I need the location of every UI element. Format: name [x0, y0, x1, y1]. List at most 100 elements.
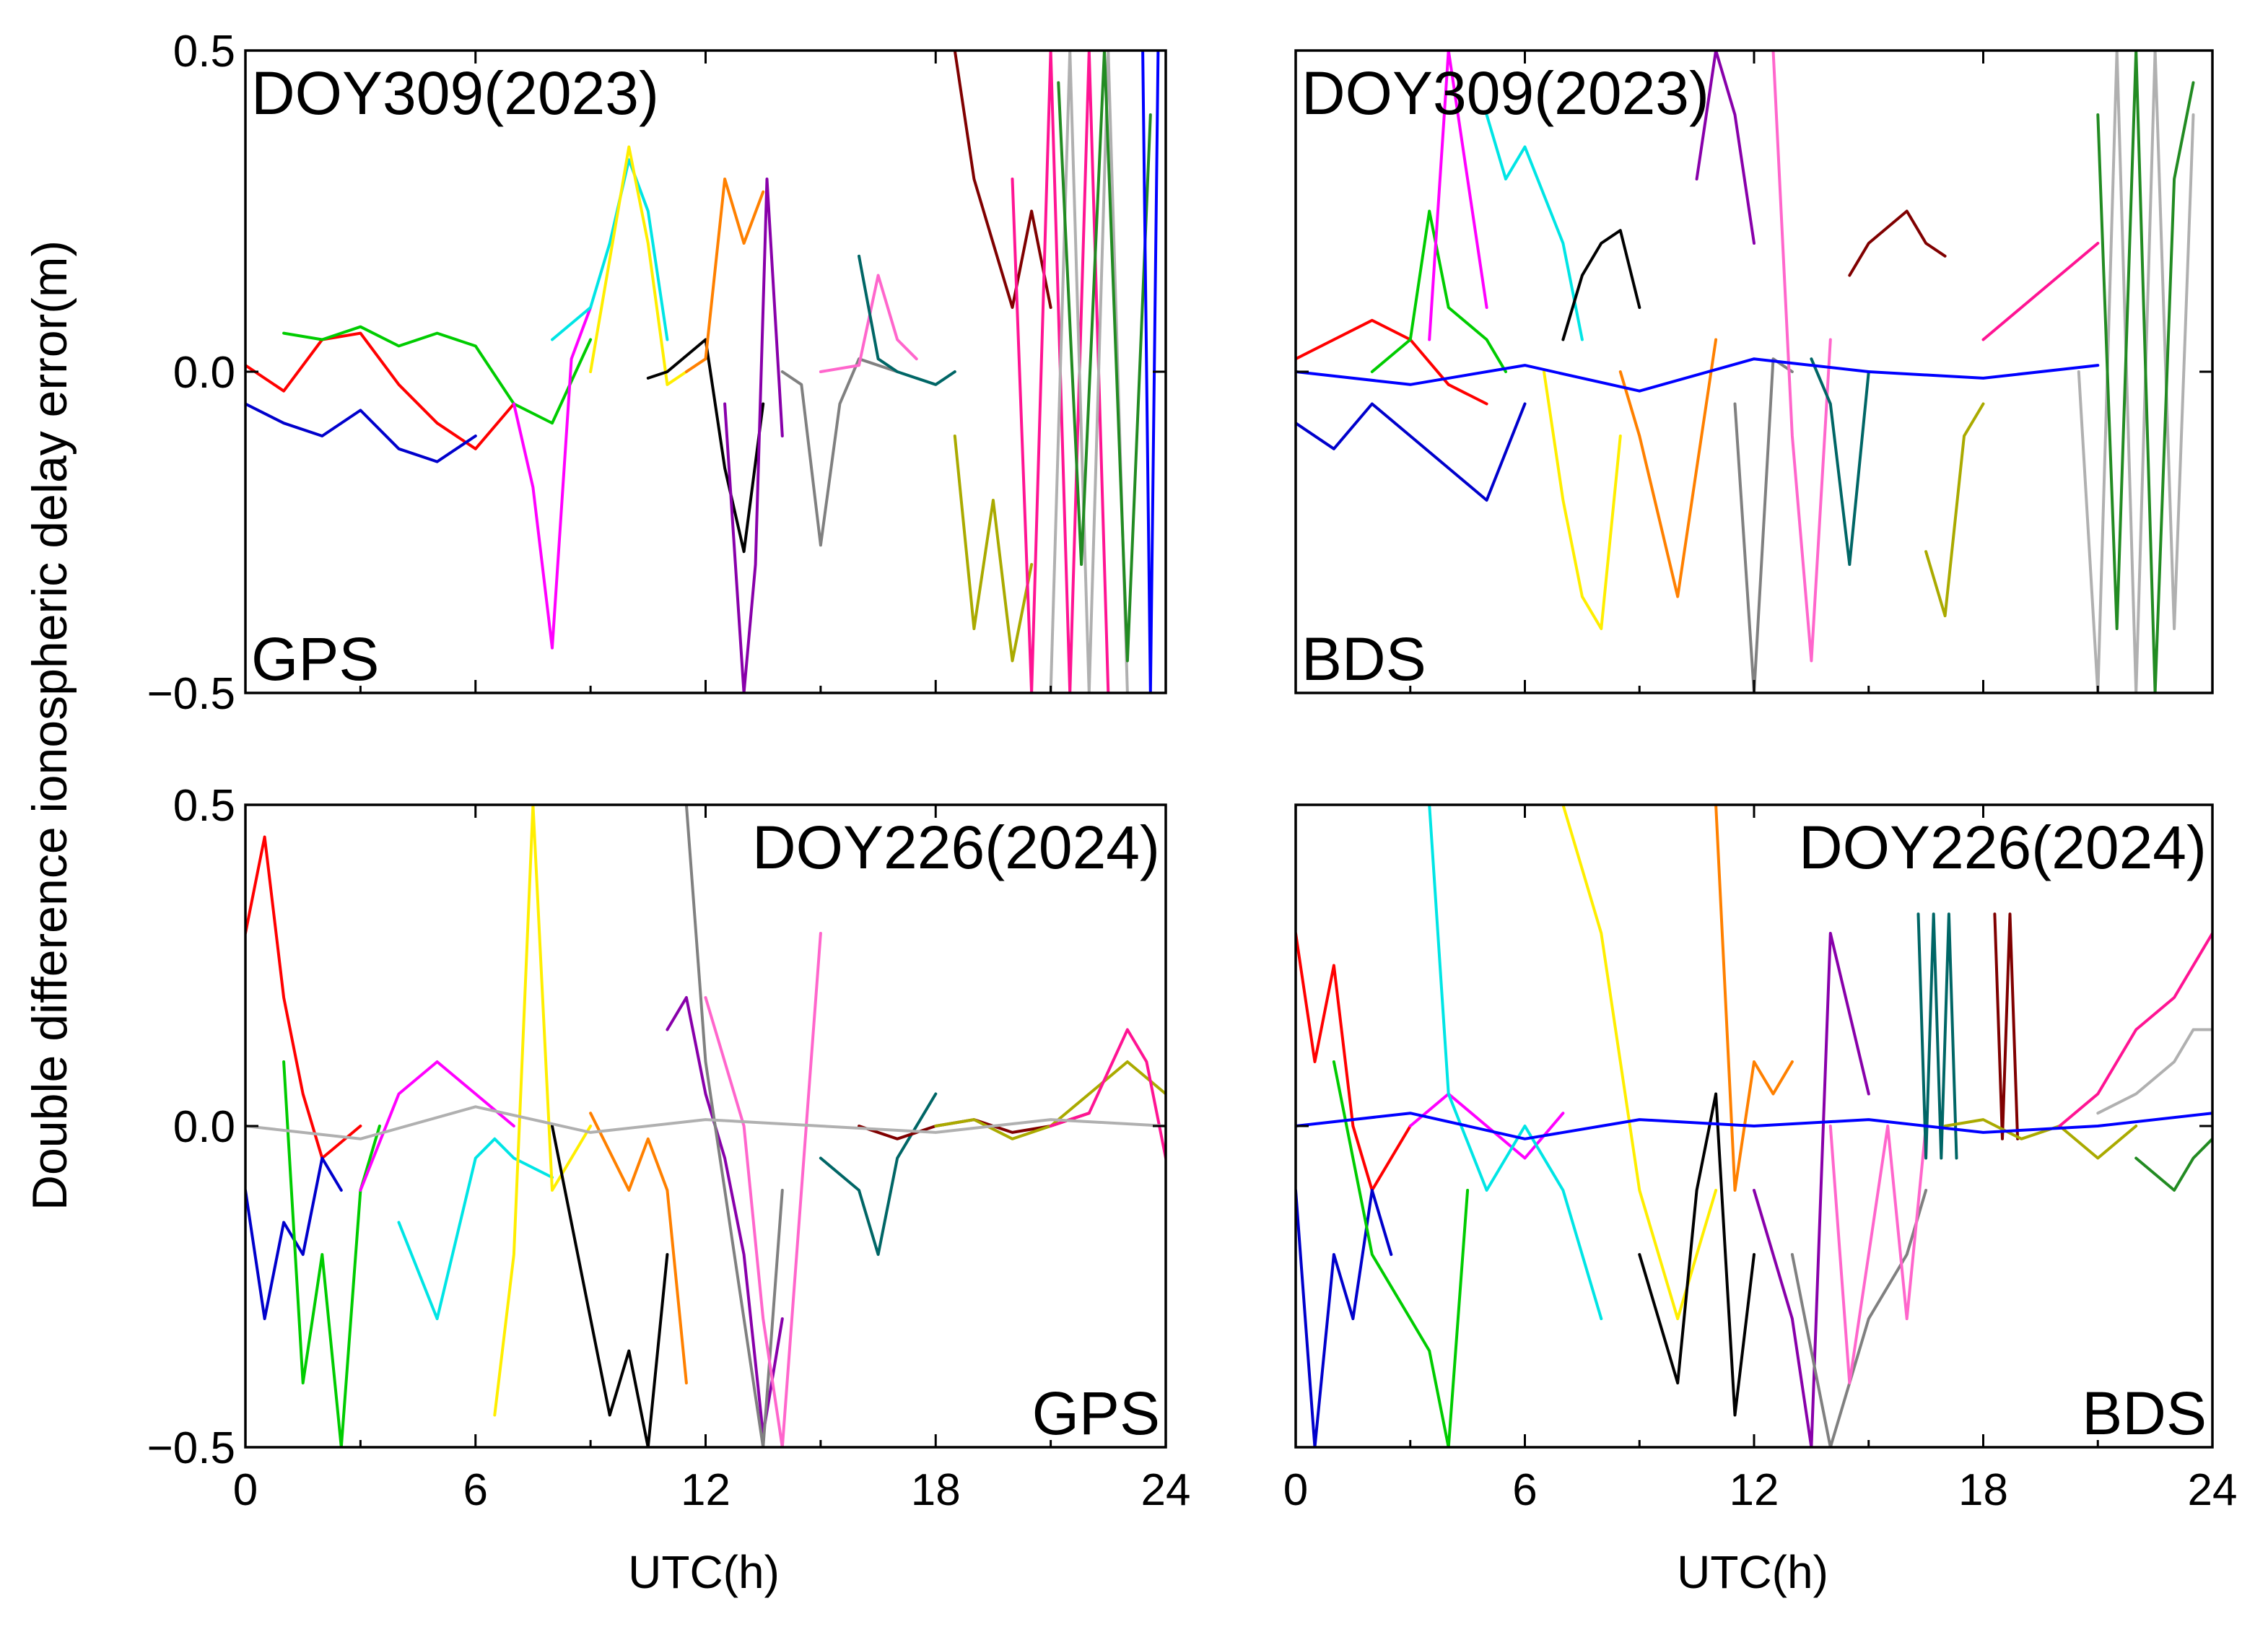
system-label: GPS: [1032, 1379, 1160, 1447]
panels: 0.5 0.0 −0.5 DOY309(2023) GPS DOY309(2023) BDS…: [147, 27, 2238, 1515]
series-line-6: [493, 805, 593, 1417]
x-tick-label: 18: [1958, 1465, 2008, 1515]
series-line-17: [2134, 1137, 2212, 1192]
x-tick-label: 0: [1283, 1465, 1308, 1515]
series-line-13: [1993, 912, 2020, 1140]
series-line-8: [1618, 338, 1718, 598]
series-line-8: [1714, 805, 1794, 1192]
series-line-15: [1981, 242, 2100, 341]
y-axis-label: Double difference ionospheric delay erro…: [22, 240, 77, 1210]
series-line-4: [1408, 1092, 1565, 1160]
series-line-10: [780, 357, 899, 547]
series-line-14: [953, 435, 1034, 663]
series-line-15: [1049, 1028, 1166, 1160]
series-line-8: [684, 178, 765, 373]
x-tick-label: 12: [1730, 1465, 1779, 1515]
series-line-4: [512, 306, 593, 650]
system-label: BDS: [2082, 1379, 2207, 1447]
series-line-14: [1924, 402, 1985, 618]
series-line-14: [1943, 1118, 2138, 1160]
y-tick-label: 0.0: [173, 348, 235, 398]
y-tick-label: −0.5: [147, 1423, 235, 1473]
series-line-12: [819, 1092, 938, 1256]
panel-top-right: DOY309(2023) BDS: [1294, 49, 2214, 694]
series-line-6: [1543, 370, 1622, 630]
series-line-13: [953, 51, 1052, 309]
panel-title: DOY309(2023): [251, 59, 659, 127]
x-tick-label: 18: [911, 1465, 961, 1515]
panel-title: DOY226(2024): [752, 813, 1160, 881]
series-line-10: [1733, 357, 1794, 693]
series-line-2: [1296, 1189, 1393, 1447]
series-line-16: [2077, 51, 2195, 693]
series-line-1: [245, 331, 515, 450]
series-line-17: [2096, 51, 2195, 693]
panel-bottom-left: 0 6 12 18 24 0.5 0.0 −0.5 DOY226(2024) GPS: [147, 781, 1191, 1515]
series-group: [245, 51, 1160, 693]
series-line-9: [723, 178, 784, 693]
series-line-18: [1141, 51, 1160, 693]
panel-bottom-right: 0 6 12 18 24 DOY226(2024) BDS: [1283, 803, 2238, 1515]
x-tick-label: 6: [463, 1465, 488, 1515]
series-line-11: [819, 274, 918, 373]
series-line-7: [1638, 1092, 1755, 1417]
series-line-13: [1848, 209, 1947, 277]
series-line-12: [1810, 357, 1870, 566]
series-line-18: [1296, 357, 2100, 393]
series-line-5: [1485, 113, 1584, 341]
series-group: [245, 805, 1166, 1447]
series-line-10: [684, 805, 784, 1447]
x-tick-label: 6: [1512, 1465, 1537, 1515]
x-axis-label-left: UTC(h): [628, 1546, 780, 1598]
series-line-18: [1296, 1112, 2212, 1140]
series-line-1: [1296, 932, 1412, 1192]
series-line-16: [2096, 1028, 2212, 1115]
series-line-12: [1916, 912, 1958, 1160]
y-tick-label: 0.5: [173, 781, 235, 831]
panel-title: DOY226(2024): [1799, 813, 2207, 881]
series-line-15: [2058, 932, 2212, 1127]
series-line-3: [1370, 209, 1507, 373]
series-line-7: [646, 338, 765, 554]
series-line-16: [245, 1105, 1166, 1140]
series-line-1: [245, 835, 362, 1160]
series-line-11: [1771, 51, 1832, 663]
series-line-7: [1561, 229, 1641, 341]
series-line-12: [858, 254, 956, 386]
y-tick-label: 0.5: [173, 27, 235, 77]
series-line-9: [1695, 51, 1755, 245]
series-line-4: [359, 1060, 515, 1192]
series-line-6: [1561, 805, 1718, 1320]
series-line-5: [397, 1137, 554, 1320]
series-group: [1296, 51, 2195, 693]
series-line-3: [1332, 1060, 1470, 1447]
y-tick-label: 0.0: [173, 1102, 235, 1152]
series-line-8: [589, 1112, 688, 1384]
series-line-16: [1049, 51, 1129, 693]
series-line-1: [1296, 318, 1488, 406]
series-line-9: [1753, 932, 1870, 1447]
series-line-7: [551, 1125, 669, 1447]
y-tick-label: −0.5: [147, 669, 235, 719]
series-line-2: [1296, 402, 1527, 502]
system-label: BDS: [1301, 625, 1426, 693]
panel-title: DOY309(2023): [1301, 59, 1709, 127]
system-label: GPS: [251, 625, 379, 693]
series-line-3: [282, 1060, 381, 1447]
x-tick-label: 0: [233, 1465, 258, 1515]
x-tick-label: 12: [681, 1465, 730, 1515]
series-line-11: [704, 932, 822, 1447]
series-line-17: [1057, 51, 1152, 663]
series-line-6: [589, 145, 688, 386]
x-tick-label: 24: [1141, 1465, 1191, 1515]
series-line-4: [1428, 51, 1488, 341]
panel-top-left: 0.5 0.0 −0.5 DOY309(2023) GPS: [147, 27, 1167, 719]
series-line-2: [245, 402, 477, 463]
series-line-3: [282, 325, 593, 425]
x-tick-label: 24: [2188, 1465, 2238, 1515]
plot-frame: [244, 803, 1167, 1449]
series-group: [1296, 805, 2212, 1447]
plot-frame: [1294, 49, 2214, 694]
series-line-5: [1428, 805, 1603, 1320]
